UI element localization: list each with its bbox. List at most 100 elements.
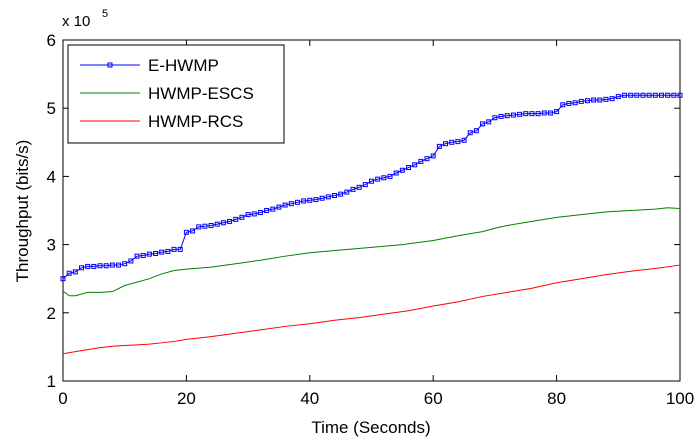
data-series <box>60 92 683 355</box>
data-point-e-hwmp <box>523 111 529 117</box>
data-point-e-hwmp <box>369 178 374 184</box>
data-point-e-hwmp <box>480 121 486 127</box>
data-point-e-hwmp <box>97 263 103 269</box>
data-point-e-hwmp <box>473 128 479 134</box>
data-point-e-hwmp <box>621 92 627 98</box>
data-point-e-hwmp <box>554 109 560 115</box>
data-point-e-hwmp <box>467 130 473 136</box>
data-point-e-hwmp <box>159 249 165 255</box>
data-point-e-hwmp <box>208 223 214 229</box>
data-point-e-hwmp <box>412 162 418 168</box>
data-point-e-hwmp <box>294 199 300 205</box>
axis-ticks <box>62 39 681 382</box>
data-point-e-hwmp <box>165 248 171 254</box>
axis-tick-labels: 0 20 40 60 80 100 1 2 3 4 5 6 <box>47 31 695 408</box>
data-point-e-hwmp <box>177 246 183 252</box>
data-point-e-hwmp <box>134 253 140 259</box>
data-point-e-hwmp <box>504 113 510 119</box>
x-tick-label: 80 <box>547 389 566 408</box>
data-point-e-hwmp <box>356 184 362 190</box>
data-point-e-hwmp <box>529 111 535 117</box>
data-point-e-hwmp <box>498 113 504 119</box>
data-point-e-hwmp <box>79 265 85 271</box>
y-tick-label: 2 <box>47 304 56 323</box>
data-point-e-hwmp <box>572 100 578 106</box>
data-point-e-hwmp <box>547 110 553 116</box>
series-line-hwmp-escs <box>62 207 681 297</box>
legend-label-hwmp-escs: HWMP-ESCS <box>148 84 254 103</box>
x-tick-label: 40 <box>300 389 319 408</box>
data-point-e-hwmp <box>313 197 319 203</box>
data-point-e-hwmp <box>331 192 337 198</box>
data-point-e-hwmp <box>387 173 393 179</box>
data-point-e-hwmp <box>634 92 640 98</box>
data-point-e-hwmp <box>91 263 97 269</box>
data-point-e-hwmp <box>436 143 442 149</box>
data-point-e-hwmp <box>449 139 455 145</box>
data-point-e-hwmp <box>153 250 159 256</box>
data-point-e-hwmp <box>239 214 245 220</box>
x-tick-label: 100 <box>666 389 694 408</box>
data-point-e-hwmp <box>578 98 584 104</box>
data-point-e-hwmp <box>665 92 671 98</box>
data-point-e-hwmp <box>60 276 66 282</box>
data-point-e-hwmp <box>288 201 294 207</box>
data-point-e-hwmp <box>66 270 72 276</box>
y-tick-label: 1 <box>47 372 56 391</box>
data-point-e-hwmp <box>227 218 233 224</box>
data-point-e-hwmp <box>430 153 436 159</box>
data-point-e-hwmp <box>350 186 356 192</box>
data-point-e-hwmp <box>677 92 683 98</box>
y-scale-exponent: 5 <box>102 8 108 20</box>
data-point-e-hwmp <box>628 92 634 98</box>
data-point-e-hwmp <box>658 92 664 98</box>
data-point-e-hwmp <box>146 251 152 257</box>
x-axis-label: Time (Seconds) <box>311 418 430 437</box>
data-point-e-hwmp <box>406 165 412 171</box>
data-point-e-hwmp <box>103 263 109 269</box>
data-point-e-hwmp <box>461 137 467 143</box>
legend-label-e-hwmp: E-HWMP <box>148 56 219 75</box>
legend-label-hwmp-rcs: HWMP-RCS <box>148 112 243 131</box>
data-point-e-hwmp <box>190 228 196 234</box>
data-point-e-hwmp <box>640 92 646 98</box>
data-point-e-hwmp <box>418 158 424 164</box>
data-point-e-hwmp <box>276 204 282 210</box>
data-point-e-hwmp <box>344 189 350 195</box>
x-tick-label: 0 <box>58 389 67 408</box>
y-tick-label: 3 <box>47 236 56 255</box>
data-point-e-hwmp <box>301 198 307 204</box>
legend-marker-e-hwmp <box>107 62 113 68</box>
y-axis-label: Throughput (bits/s) <box>13 140 32 283</box>
data-point-e-hwmp <box>220 220 226 226</box>
data-point-e-hwmp <box>257 210 263 216</box>
data-point-e-hwmp <box>646 92 652 98</box>
data-point-e-hwmp <box>375 176 381 182</box>
data-point-e-hwmp <box>381 175 387 181</box>
data-point-e-hwmp <box>566 100 572 106</box>
data-point-e-hwmp <box>270 206 276 212</box>
data-point-e-hwmp <box>245 212 251 218</box>
data-point-e-hwmp <box>196 224 202 230</box>
data-point-e-hwmp <box>319 195 325 201</box>
data-point-e-hwmp <box>584 98 590 104</box>
data-point-e-hwmp <box>214 221 220 227</box>
y-tick-label: 4 <box>47 167 56 186</box>
data-point-e-hwmp <box>510 112 516 118</box>
data-point-e-hwmp <box>109 262 115 268</box>
data-point-e-hwmp <box>362 182 368 188</box>
data-point-e-hwmp <box>492 115 498 121</box>
data-point-e-hwmp <box>140 253 146 259</box>
series-line-hwmp-rcs <box>62 264 681 355</box>
data-point-e-hwmp <box>486 119 492 125</box>
data-point-e-hwmp <box>171 246 177 252</box>
data-point-e-hwmp <box>251 211 257 217</box>
data-point-e-hwmp <box>399 167 405 173</box>
x-tick-label: 20 <box>177 389 196 408</box>
data-point-e-hwmp <box>202 223 208 229</box>
data-point-e-hwmp <box>455 139 461 145</box>
data-point-e-hwmp <box>183 229 189 235</box>
data-point-e-hwmp <box>615 94 621 100</box>
data-point-e-hwmp <box>325 194 331 200</box>
